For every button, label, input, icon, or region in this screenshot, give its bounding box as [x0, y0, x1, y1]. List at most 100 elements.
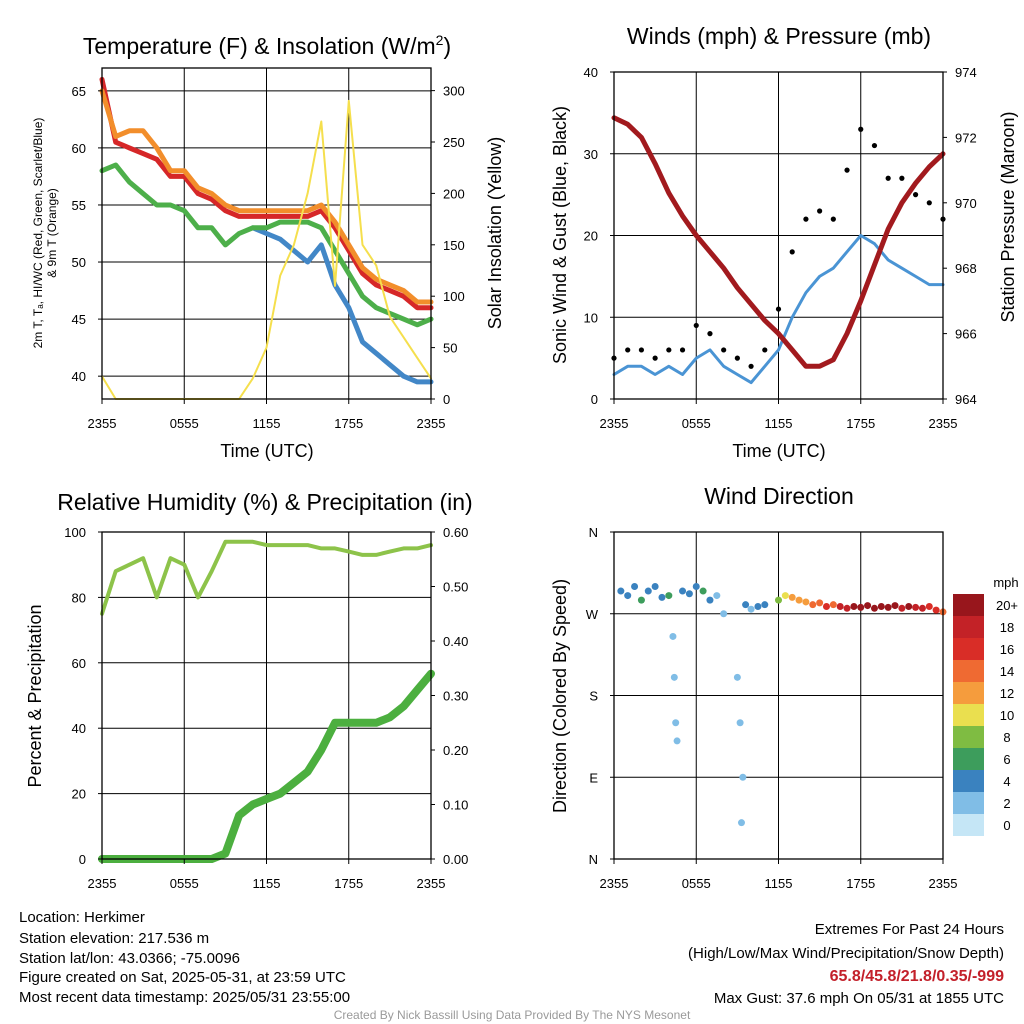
y-tick-label: N [589, 525, 598, 540]
y-tick-label: 50 [72, 255, 86, 270]
legend-swatch [953, 814, 984, 836]
legend-swatch [953, 726, 984, 748]
legend-label: 16 [1000, 642, 1014, 657]
y-tick-label: 45 [72, 312, 86, 327]
gust-point [721, 347, 727, 353]
extremes-subtitle: (High/Low/Max Wind/Precipitation/Snow De… [688, 945, 1004, 962]
y2-tick-label: 968 [955, 261, 977, 276]
gust-point [858, 126, 864, 132]
y-tick-label: 100 [64, 525, 86, 540]
direction-point [877, 602, 885, 610]
legend-swatch [953, 682, 984, 704]
x-tick-label: 0555 [170, 876, 199, 891]
direction-grid [613, 531, 944, 860]
temp-series-line [99, 76, 434, 311]
direction-point [670, 673, 678, 681]
direction-point [739, 773, 747, 781]
gust-point [912, 192, 919, 198]
direction-panel: Wind Direction 2355 0555 1155 1755 2355NESWN… [550, 483, 1019, 891]
y-tick-label: 60 [72, 656, 86, 671]
gust-point [803, 216, 809, 222]
direction-point [685, 590, 693, 598]
x-tick-label: 1755 [846, 416, 875, 431]
y2-tick-label: 250 [443, 135, 465, 150]
y2-tick-label: 0.00 [443, 852, 468, 867]
x-tick-label: 0555 [170, 416, 199, 431]
y2-tick-label: 50 [443, 341, 457, 356]
direction-point [761, 601, 769, 609]
winds-ticks: 2355 0555 1155 1755 235501020304096496696897… [584, 65, 977, 431]
x-tick-label: 2355 [417, 416, 446, 431]
y-tick-label: 0 [591, 392, 598, 407]
y2-tick-label: 300 [443, 84, 465, 99]
y-tick-label: 30 [584, 147, 598, 162]
y-tick-label: S [589, 689, 598, 704]
winds-xlabel: Time (UTC) [732, 441, 825, 461]
footer-recent: Most recent data timestamp: 2025/05/31 2… [19, 989, 350, 1006]
direction-point [870, 604, 878, 612]
gust-point [871, 142, 878, 149]
x-tick-label: 1755 [334, 876, 363, 891]
x-tick-label: 2355 [600, 876, 629, 891]
y2-tick-label: 200 [443, 186, 465, 201]
direction-point [742, 601, 750, 609]
direction-point [857, 603, 865, 611]
direction-point [905, 602, 913, 610]
gust-point [707, 331, 713, 337]
y-tick-label: 20 [584, 229, 598, 244]
direction-point [795, 596, 803, 604]
winds-panel: Winds (mph) & Pressure (mb) 2355 0555 1155… [550, 23, 1018, 461]
direction-title: Wind Direction [704, 483, 854, 509]
x-tick-label: 1155 [253, 876, 281, 891]
legend-swatch [953, 594, 984, 616]
temperature-series [99, 76, 434, 400]
x-tick-label: 2355 [600, 416, 629, 431]
x-tick-label: 2355 [88, 876, 117, 891]
y2-tick-label: 972 [955, 130, 977, 145]
footer: Location: Herkimer Station elevation: 21… [19, 909, 1004, 1022]
direction-point [624, 592, 632, 600]
direction-point [775, 596, 782, 604]
direction-point [673, 737, 681, 745]
gust-point [789, 249, 795, 255]
humidity-ticks: 2355 0555 1155 1755 23550204060801000.000.10… [64, 525, 468, 891]
direction-point [884, 603, 892, 611]
y2-tick-label: 0.40 [443, 634, 468, 649]
direction-point [713, 592, 721, 600]
legend-swatch [953, 748, 984, 770]
max-gust: Max Gust: 37.6 mph On 05/31 at 1855 UTC [714, 990, 1004, 1007]
temperature-ylabel-line2: & 9m T (Orange) [45, 188, 59, 278]
wind-series-line [612, 234, 945, 385]
y2-tick-label: 0.10 [443, 798, 468, 813]
footer-latlon: Station lat/lon: 43.0366; -75.0096 [19, 950, 240, 967]
direction-point [754, 602, 762, 610]
direction-point [736, 719, 744, 727]
x-tick-label: 2355 [88, 416, 117, 431]
legend-label: 18 [1000, 620, 1014, 635]
gust-point [652, 355, 658, 361]
legend-swatch [953, 616, 984, 638]
direction-point [912, 603, 920, 611]
y-tick-label: 60 [72, 141, 86, 156]
solar-ylabel: Solar Insolation (Yellow) [485, 137, 505, 329]
y-tick-label: 55 [72, 198, 86, 213]
temperature-ylabel-line1: 2m T, Tₐ, HI/WC (Red, Green, Scarlet/Blu… [31, 118, 45, 349]
direction-point [737, 819, 745, 827]
y2-tick-label: 0.20 [443, 743, 468, 758]
pressure-series-line [611, 115, 946, 369]
humidity-title: Relative Humidity (%) & Precipitation (i… [57, 489, 472, 515]
y2-tick-label: 0 [443, 392, 450, 407]
direction-points [617, 583, 947, 827]
direction-point [658, 593, 666, 601]
direction-point [864, 602, 872, 610]
legend-swatch [953, 660, 984, 682]
y2-tick-label: 966 [955, 327, 977, 342]
y-tick-label: E [589, 770, 598, 785]
y2-tick-label: 150 [443, 238, 465, 253]
direction-point [706, 596, 714, 604]
legend-label: 14 [1000, 664, 1014, 679]
pressure-ylabel: Station Pressure (Maroon) [998, 111, 1018, 322]
temperature-xlabel: Time (UTC) [220, 441, 313, 461]
gust-point [885, 175, 891, 181]
